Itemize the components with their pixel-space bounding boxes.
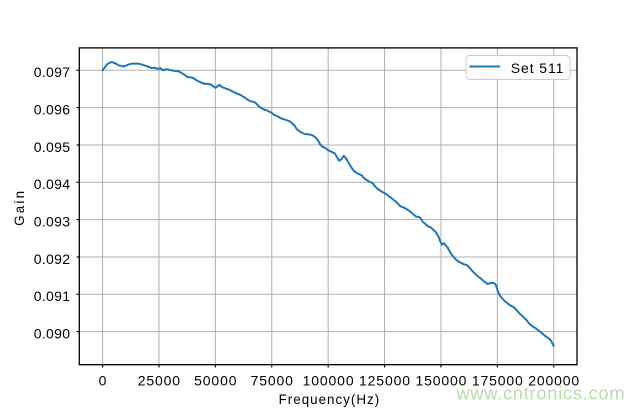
svg-text:www.cntronics.com: www.cntronics.com xyxy=(455,384,625,404)
svg-text:175000: 175000 xyxy=(472,373,524,389)
svg-text:75000: 75000 xyxy=(251,373,294,389)
svg-text:0.094: 0.094 xyxy=(34,176,71,192)
svg-text:Frequency(Hz): Frequency(Hz) xyxy=(279,392,381,407)
svg-text:0.095: 0.095 xyxy=(34,139,71,155)
svg-text:0.096: 0.096 xyxy=(34,101,71,117)
svg-text:0.091: 0.091 xyxy=(34,288,71,304)
svg-text:100000: 100000 xyxy=(303,373,355,389)
svg-text:0.090: 0.090 xyxy=(34,325,71,341)
svg-text:Set 511: Set 511 xyxy=(511,60,565,76)
svg-text:150000: 150000 xyxy=(415,373,467,389)
svg-text:Gain: Gain xyxy=(12,189,27,226)
svg-text:0.092: 0.092 xyxy=(34,251,71,267)
svg-text:50000: 50000 xyxy=(194,373,237,389)
svg-text:0: 0 xyxy=(99,373,108,389)
svg-text:0.093: 0.093 xyxy=(34,213,71,229)
svg-text:25000: 25000 xyxy=(138,373,181,389)
svg-text:125000: 125000 xyxy=(359,373,411,389)
svg-text:0.097: 0.097 xyxy=(34,64,71,80)
svg-text:200000: 200000 xyxy=(528,373,580,389)
